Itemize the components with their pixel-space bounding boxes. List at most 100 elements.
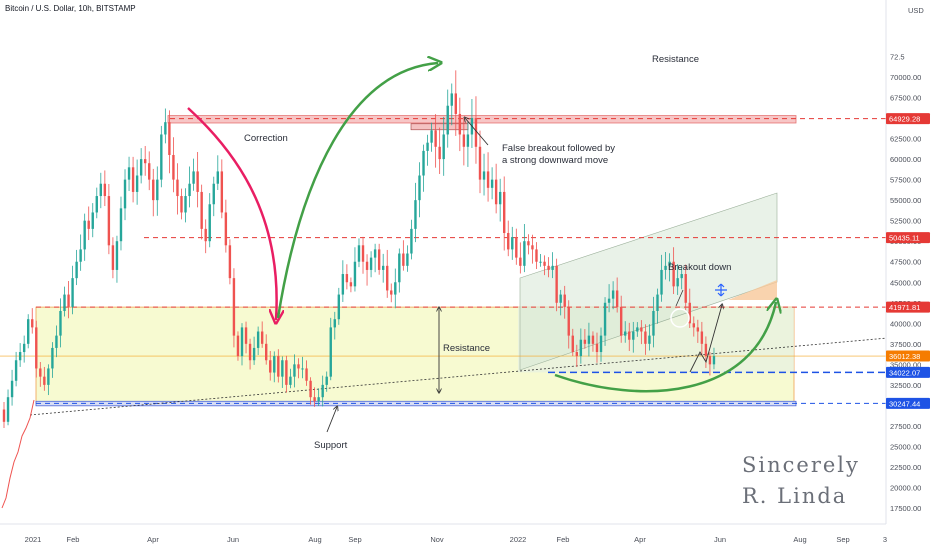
candle-body	[575, 352, 579, 357]
candle-body	[71, 278, 74, 307]
candle-body	[636, 327, 639, 332]
candle-body	[95, 196, 98, 213]
candle-body	[63, 294, 66, 311]
false-breakout-pointer	[465, 118, 489, 146]
y-tick-label: 67500.00	[890, 94, 921, 103]
zones-layer	[35, 115, 797, 407]
currency-label: USD	[908, 6, 924, 15]
lines-layer	[0, 118, 932, 416]
y-tick-label: 62500.00	[890, 135, 921, 144]
candle-body	[281, 360, 284, 377]
candle-body	[18, 352, 22, 361]
candle-body	[83, 220, 86, 250]
resistance-box-top	[167, 115, 797, 124]
candle-body	[611, 290, 615, 299]
candle-body	[353, 261, 357, 287]
candle-body	[2, 409, 6, 422]
candle-body	[599, 335, 603, 353]
candle-body	[59, 310, 62, 336]
candle-body	[204, 228, 207, 242]
candle-body	[349, 282, 353, 287]
candle-body	[31, 319, 34, 328]
y-tick-label: 47500.00	[890, 258, 921, 267]
candle-body	[458, 113, 462, 135]
candle-body	[386, 265, 389, 291]
candle-body	[394, 282, 397, 295]
candle-body	[51, 347, 54, 369]
candle-body	[454, 93, 457, 114]
y-tick-label: 37500.00	[890, 340, 921, 349]
price-label: 30247.44	[889, 399, 920, 408]
recovery-arrow	[276, 63, 438, 319]
candle-body	[676, 278, 679, 287]
resistance-top-label: Resistance	[652, 54, 699, 65]
candle-body	[688, 302, 691, 324]
candle-body	[224, 212, 228, 246]
candle-body	[668, 261, 671, 266]
candle-body	[99, 183, 103, 197]
candle-body	[438, 146, 441, 160]
candle-body	[75, 261, 78, 279]
candle-body	[325, 376, 328, 385]
candle-body	[490, 179, 494, 188]
candle-body	[172, 154, 175, 180]
candle-body	[180, 196, 183, 213]
candle-body	[321, 384, 324, 398]
candle-body	[498, 191, 502, 205]
y-tick-label: 45000.00	[890, 278, 921, 287]
candle-body	[555, 265, 558, 303]
candle-body	[43, 376, 46, 385]
candle-body	[539, 261, 542, 263]
candle-body	[519, 257, 522, 266]
candle-body	[406, 253, 409, 266]
candle-body	[365, 261, 369, 270]
candle-body	[35, 327, 38, 369]
candle-body	[402, 253, 405, 266]
candle-body	[200, 191, 203, 229]
candle-body	[450, 93, 453, 106]
candle-body	[442, 134, 445, 160]
move-cursor-icon	[715, 283, 727, 297]
candle-body	[127, 167, 131, 180]
candle-body	[115, 241, 119, 270]
y-tick-label: 22500.00	[890, 463, 921, 472]
candle-body	[482, 171, 486, 180]
x-tick-label: Sep	[348, 535, 361, 544]
support-pointer	[326, 407, 337, 433]
candle-body	[196, 171, 199, 192]
x-tick-label: Sep	[836, 535, 849, 544]
candle-body	[567, 306, 570, 336]
candle-body	[648, 335, 651, 344]
x-tick-label: 2021	[25, 535, 42, 544]
candle-body	[160, 134, 163, 180]
price-label-bg	[886, 366, 930, 378]
support-label: Support	[314, 440, 348, 451]
x-tick-label: Aug	[793, 535, 806, 544]
candle-body	[10, 380, 14, 398]
y-tick-label: 70000.00	[890, 73, 921, 82]
candle-body	[595, 343, 599, 353]
candle-body	[220, 171, 224, 213]
candle-body	[684, 274, 687, 303]
price-label: 41971.81	[889, 303, 920, 312]
candle-body	[680, 274, 683, 279]
candle-body	[91, 212, 94, 229]
candle-body	[176, 179, 179, 197]
price-label: 34022.07	[889, 368, 920, 377]
candle-body	[269, 360, 272, 373]
candle-body	[640, 327, 643, 332]
candle-body	[309, 380, 312, 398]
resistance-mid-label: Resistance	[443, 343, 490, 354]
candle-body	[434, 130, 437, 147]
candle-body	[87, 220, 90, 229]
candle-body	[672, 261, 675, 287]
candle-body	[377, 249, 381, 270]
y-tick-label: 52500.00	[890, 217, 921, 226]
candle-body	[27, 319, 30, 344]
candle-body	[111, 245, 115, 270]
candle-body	[692, 323, 695, 328]
candle-body	[119, 208, 123, 242]
